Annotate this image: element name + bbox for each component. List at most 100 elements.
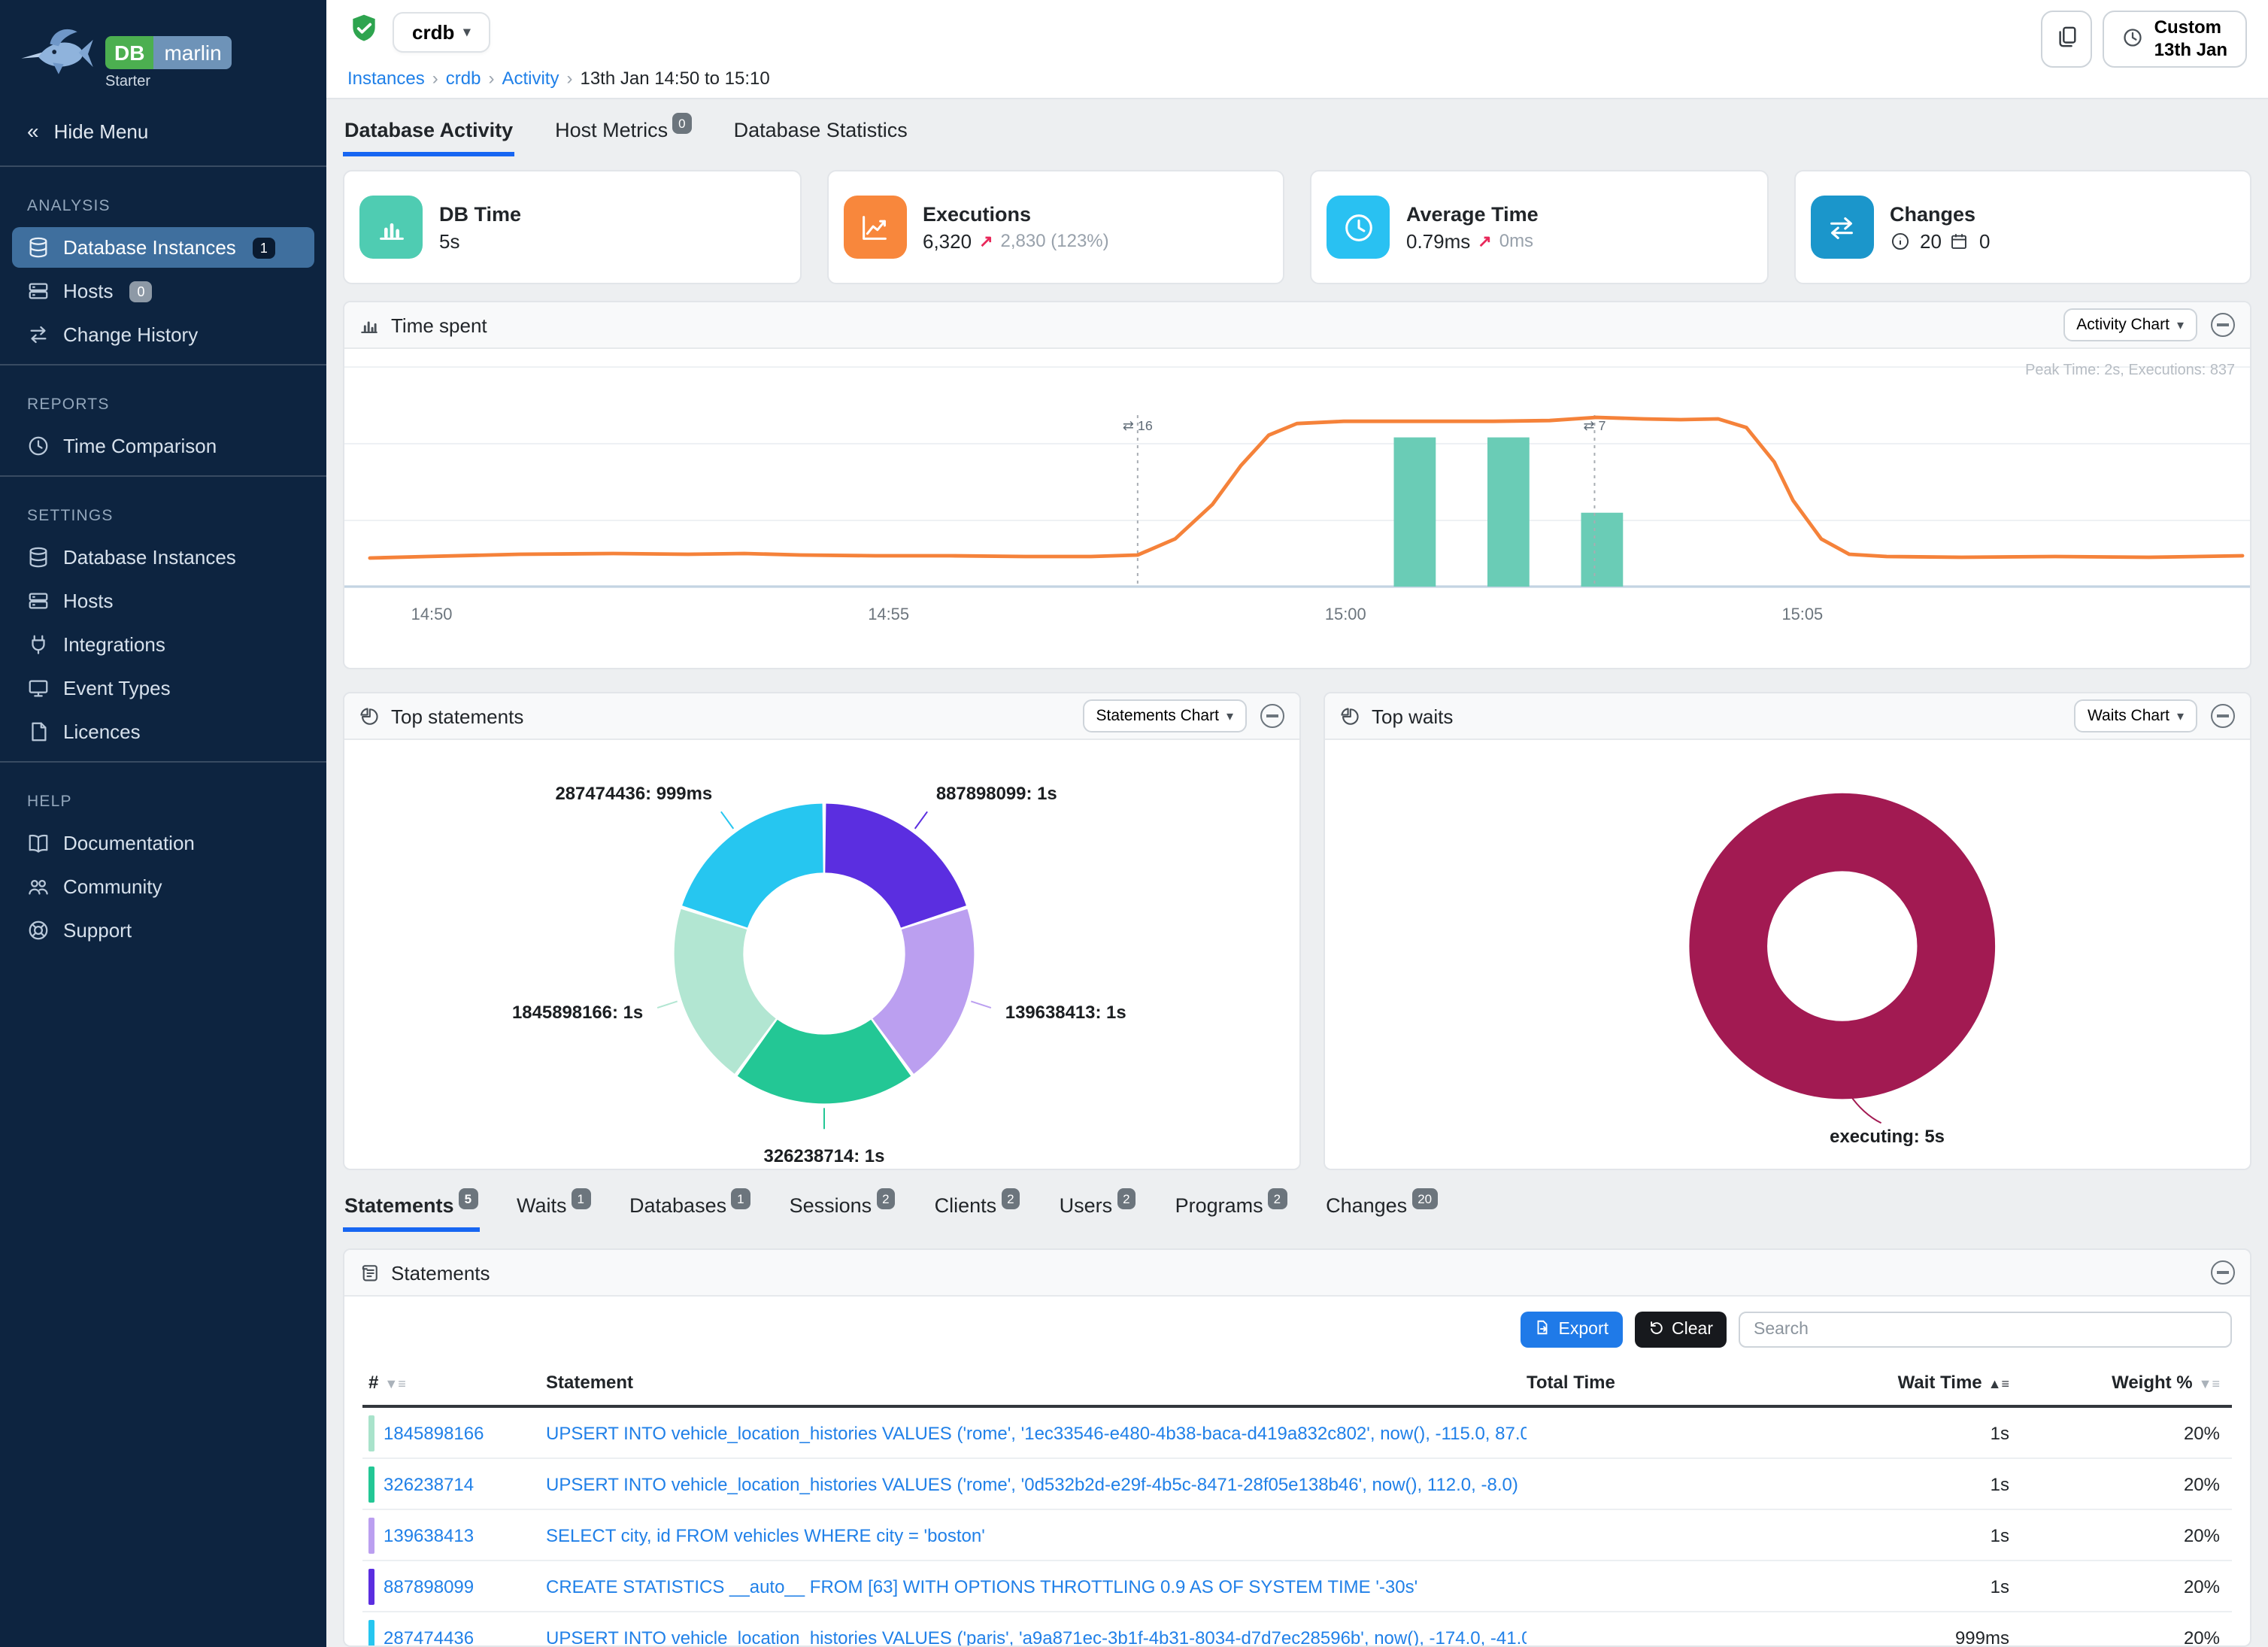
change-marker-label[interactable]: ⇄ 7: [1583, 418, 1605, 433]
metric-card-executions: Executions 6,320 ↗ 2,830 (123%): [826, 170, 1284, 284]
clear-button[interactable]: Clear: [1634, 1312, 1727, 1348]
tab-label: Users: [1059, 1194, 1113, 1217]
statement-id-link[interactable]: 326238714: [384, 1473, 475, 1494]
breadcrumb-link[interactable]: Instances: [347, 68, 425, 89]
donut-slice-287474436[interactable]: [682, 803, 823, 928]
detail-tab-databases[interactable]: Databases 1: [628, 1188, 752, 1232]
collapse-icon[interactable]: [2211, 1260, 2235, 1285]
database-icon: [27, 546, 50, 569]
sidebar-item-time-comparison[interactable]: Time Comparison: [12, 426, 314, 466]
detail-tab-sessions[interactable]: Sessions 2: [788, 1188, 897, 1232]
change-marker-label[interactable]: ⇄ 16: [1123, 418, 1153, 433]
sidebar-item-hosts[interactable]: Hosts: [12, 581, 314, 621]
executions-bar[interactable]: [1487, 437, 1530, 587]
donut-slice-326238714[interactable]: [737, 1019, 911, 1104]
statements-donut-chart: 887898099: 1s 139638413: 1s 326238714: 1s 1…: [344, 740, 1299, 1169]
tab-database-activity[interactable]: Database Activity: [343, 113, 515, 156]
sidebar-item-label: Integrations: [63, 633, 165, 656]
detail-tab-changes[interactable]: Changes 20: [1324, 1188, 1439, 1232]
statement-sql-link[interactable]: CREATE STATISTICS __auto__ FROM [63] WIT…: [546, 1576, 1418, 1597]
statement-id-link[interactable]: 887898099: [384, 1576, 475, 1597]
col-num[interactable]: # ▼≡: [368, 1372, 406, 1393]
barchart-icon: [359, 196, 423, 259]
count-badge: 20: [1411, 1188, 1439, 1209]
statements-chart-select[interactable]: Statements Chart ▾: [1082, 699, 1247, 733]
breadcrumb-current: 13th Jan 14:50 to 15:10: [580, 68, 770, 89]
statement-sql-link[interactable]: UPSERT INTO vehicle_location_histories V…: [546, 1473, 1518, 1494]
sidebar-divider: [0, 165, 326, 167]
sidebar-item-event-types[interactable]: Event Types: [12, 668, 314, 708]
executions-bar[interactable]: [1393, 437, 1436, 587]
sort-down-icon: ▼≡: [2198, 1376, 2220, 1391]
sidebar-section-analysis: ANALYSIS: [27, 197, 111, 215]
detail-tab-clients[interactable]: Clients 2: [933, 1188, 1022, 1232]
detail-tab-users[interactable]: Users 2: [1058, 1188, 1138, 1232]
x-axis-tick: 14:50: [411, 605, 453, 623]
sidebar-item-community[interactable]: Community: [12, 866, 314, 907]
statement-sql-link[interactable]: UPSERT INTO vehicle_location_histories V…: [546, 1627, 1527, 1647]
detail-tab-waits[interactable]: Waits 1: [515, 1188, 592, 1232]
metric-value: 6,320: [923, 229, 972, 252]
col-total-time[interactable]: Total Time: [1527, 1372, 1615, 1393]
statement-sql-link[interactable]: SELECT city, id FROM vehicles WHERE city…: [546, 1524, 985, 1545]
waits-donut-chart: executing: 5s: [1325, 740, 2250, 1169]
metric-title: Executions: [923, 202, 1032, 225]
time-range-button[interactable]: Custom 13th Jan: [2103, 11, 2247, 68]
chevron-down-icon: ▾: [2176, 708, 2184, 723]
top-waits-panel: Top waits Waits Chart ▾ executing: 5s: [1324, 692, 2251, 1170]
statement-sql-link[interactable]: UPSERT INTO vehicle_location_histories V…: [546, 1422, 1527, 1443]
hide-menu-button[interactable]: « Hide Menu: [0, 105, 326, 156]
sidebar-item-integrations[interactable]: Integrations: [12, 624, 314, 665]
sidebar-item-licences[interactable]: Licences: [12, 711, 314, 752]
statement-id-link[interactable]: 139638413: [384, 1524, 475, 1545]
calendar-icon: [1949, 231, 1969, 250]
collapse-icon[interactable]: [2211, 704, 2235, 728]
pie-chart-icon: [1340, 706, 1360, 726]
donut-slice-887898099[interactable]: [825, 803, 966, 928]
count-badge: 2: [1267, 1188, 1287, 1209]
sidebar-item-database-instances[interactable]: Database Instances 1: [12, 227, 314, 268]
count-badge: 0: [672, 113, 692, 134]
instance-selector[interactable]: crdb ▾: [393, 12, 490, 53]
donut-label: 887898099: 1s: [936, 784, 1057, 804]
donut-slice-1845898166[interactable]: [674, 908, 776, 1074]
breadcrumb-link[interactable]: crdb: [445, 68, 481, 89]
sidebar-item-change-history[interactable]: Change History: [12, 314, 314, 355]
trend-value: 0ms: [1499, 230, 1534, 251]
sidebar-item-support[interactable]: Support: [12, 910, 314, 951]
sidebar-item-documentation[interactable]: Documentation: [12, 823, 314, 863]
collapse-icon[interactable]: [1260, 704, 1284, 728]
panel-title: Statements: [391, 1261, 490, 1284]
table-row: 287474436 UPSERT INTO vehicle_location_hi…: [362, 1612, 2232, 1647]
col-weight[interactable]: Weight % ▼≡: [2112, 1372, 2220, 1393]
search-input[interactable]: [1739, 1312, 2232, 1348]
donut-slice-139638413[interactable]: [872, 908, 975, 1074]
donut-slice-executing[interactable]: [1689, 793, 1996, 1100]
collapse-icon[interactable]: [2211, 313, 2235, 337]
copy-link-button[interactable]: [2041, 11, 2093, 68]
export-button[interactable]: Export: [1521, 1312, 1623, 1348]
detail-tab-programs[interactable]: Programs 2: [1174, 1188, 1289, 1232]
tab-host-metrics[interactable]: Host Metrics 0: [553, 113, 693, 156]
time-spent-chart: ⇄ 16 ⇄ 7 14:50 14:55 15:00 15:05 Peak Time: 2s…: [344, 349, 2250, 668]
tab-database-statistics[interactable]: Database Statistics: [732, 113, 909, 156]
metric-card-average-time: Average Time 0.79ms ↗ 0ms: [1310, 170, 1768, 284]
wait-time-value: 1s: [1990, 1576, 2009, 1597]
activity-chart-select[interactable]: Activity Chart ▾: [2063, 308, 2197, 341]
x-axis-tick: 15:00: [1325, 605, 1366, 623]
chevrons-left-icon: «: [27, 119, 39, 143]
donut-label: 139638413: 1s: [1005, 1002, 1126, 1023]
sidebar-item-hosts[interactable]: Hosts 0: [12, 271, 314, 311]
col-wait-time[interactable]: Wait Time ▲≡: [1897, 1372, 2009, 1393]
trend-up-icon: ↗: [1478, 232, 1492, 250]
statement-id-link[interactable]: 1845898166: [384, 1422, 484, 1443]
detail-tab-statements[interactable]: Statements 5: [343, 1188, 480, 1232]
sidebar-item-database-instances[interactable]: Database Instances: [12, 537, 314, 578]
statements-chart-label: Statements Chart: [1096, 707, 1219, 725]
breadcrumb-link[interactable]: Activity: [502, 68, 559, 89]
executions-bar[interactable]: [1581, 512, 1624, 587]
col-statement[interactable]: Statement: [546, 1372, 634, 1393]
licence-icon: [27, 720, 50, 743]
statement-id-link[interactable]: 287474436: [384, 1627, 475, 1647]
waits-chart-select[interactable]: Waits Chart ▾: [2074, 699, 2197, 733]
